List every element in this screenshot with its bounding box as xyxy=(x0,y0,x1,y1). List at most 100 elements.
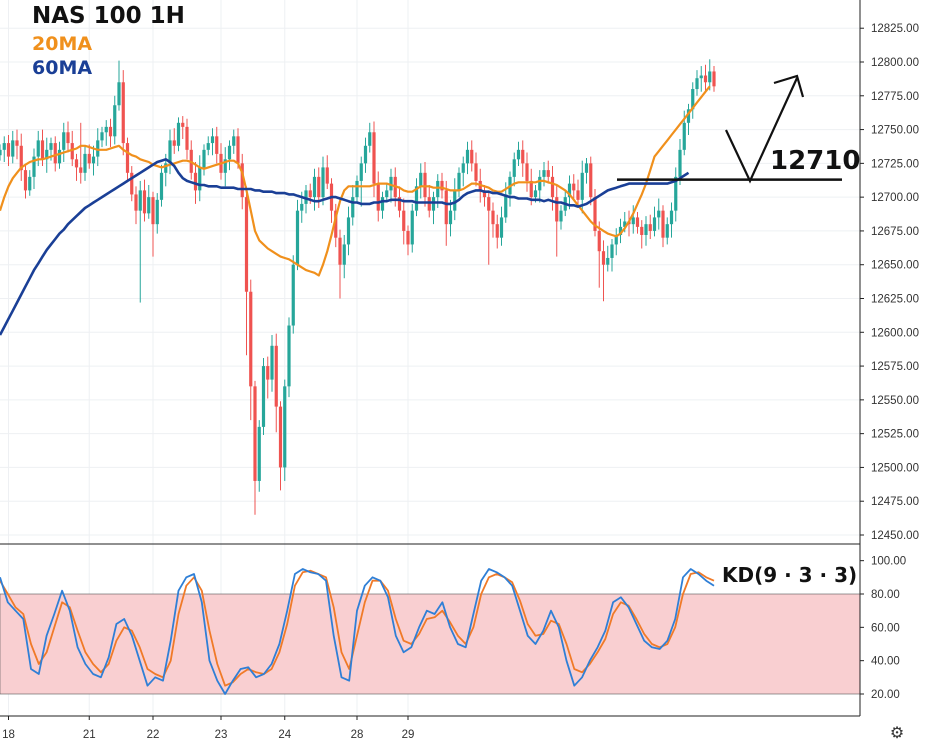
candle-body xyxy=(359,163,363,181)
candle-body xyxy=(457,172,461,191)
candle-body xyxy=(117,82,121,106)
chart-title: NAS 100 1H xyxy=(32,3,185,29)
candle-body xyxy=(512,159,516,177)
candle-body xyxy=(113,105,117,137)
candle-body xyxy=(66,132,70,144)
y-tick-label: 12750.00 xyxy=(871,125,919,137)
candle-body xyxy=(699,75,703,79)
candle-body xyxy=(436,180,440,198)
candle-body xyxy=(601,251,606,265)
y-tick-label: 12800.00 xyxy=(871,57,919,69)
candle-body xyxy=(159,172,164,200)
candle-body xyxy=(164,163,168,173)
candle-body xyxy=(644,224,648,235)
kd-indicator-label: KD(9 · 3 · 3) xyxy=(722,563,858,587)
candle-body xyxy=(669,210,674,225)
candle-body xyxy=(202,149,206,168)
candle-body xyxy=(6,143,11,157)
candle-body xyxy=(708,71,712,83)
candle-body xyxy=(682,122,686,150)
candle-body xyxy=(576,190,580,200)
candle-body xyxy=(516,149,521,160)
kd-y-tick-label: 80.00 xyxy=(871,589,900,601)
y-tick-label: 12825.00 xyxy=(871,23,919,35)
candle-body xyxy=(550,176,555,198)
candle-body xyxy=(397,197,402,211)
candle-body xyxy=(147,197,151,214)
candle-body xyxy=(168,140,172,164)
candle-body xyxy=(138,190,142,211)
candle-body xyxy=(453,190,457,211)
candle-body xyxy=(419,172,423,187)
candle-body xyxy=(346,217,351,245)
candle-body xyxy=(342,244,346,265)
candle-body xyxy=(440,180,444,191)
candle-body xyxy=(270,345,274,380)
candle-body xyxy=(402,210,406,231)
projection-arrow xyxy=(725,77,799,184)
candle-body xyxy=(40,140,45,160)
candle-body xyxy=(244,197,249,292)
candle-body xyxy=(11,140,15,157)
candle-body xyxy=(295,210,300,265)
x-tick-label: 29 xyxy=(402,729,415,741)
ma60-line xyxy=(0,158,690,336)
candle-body xyxy=(674,176,678,211)
candle-body xyxy=(368,132,372,146)
y-tick-label: 12625.00 xyxy=(871,294,919,306)
candle-body xyxy=(15,140,19,146)
candle-body xyxy=(499,217,504,238)
candle-body xyxy=(351,197,355,218)
candle-body xyxy=(91,156,96,164)
candle-body xyxy=(100,132,104,141)
candle-body xyxy=(70,143,74,160)
x-tick-label: 28 xyxy=(351,729,364,741)
candle-body xyxy=(657,210,661,218)
candle-body xyxy=(274,345,278,407)
candles xyxy=(0,59,716,515)
candle-body xyxy=(410,210,414,245)
candle-body xyxy=(253,386,257,481)
x-tick-label: 22 xyxy=(147,729,160,741)
candle-body xyxy=(474,163,478,181)
kd-y-tick-label: 20.00 xyxy=(871,689,900,701)
kd-overbought-oversold-zone xyxy=(0,593,861,695)
candle-body xyxy=(631,217,635,225)
candle-body xyxy=(538,176,542,191)
candle-body xyxy=(62,132,66,150)
kd-y-tick-label: 60.00 xyxy=(871,622,900,634)
candle-body xyxy=(691,89,695,110)
candle-body xyxy=(74,159,79,168)
candle-body xyxy=(45,149,49,160)
candle-body xyxy=(555,197,559,222)
candle-body xyxy=(334,210,338,238)
legend-ma60: 60MA xyxy=(32,57,93,79)
moving-averages xyxy=(0,85,711,336)
legend-ma20: 20MA xyxy=(32,33,93,55)
candle-body xyxy=(87,153,91,164)
y-tick-label: 12775.00 xyxy=(871,91,919,103)
candle-body xyxy=(28,176,32,191)
candle-body xyxy=(580,172,584,200)
candle-body xyxy=(249,291,253,387)
candle-body xyxy=(36,140,40,157)
candle-body xyxy=(2,143,6,150)
y-tick-label: 12650.00 xyxy=(871,260,919,272)
candle-body xyxy=(661,210,665,238)
candle-body xyxy=(363,145,368,164)
candle-body xyxy=(142,190,147,214)
candle-body xyxy=(227,145,232,160)
candle-body xyxy=(559,210,563,222)
y-tick-label: 12550.00 xyxy=(871,395,919,407)
candle-body xyxy=(121,82,125,144)
gear-icon[interactable]: ⚙ xyxy=(889,725,905,742)
y-tick-label: 12700.00 xyxy=(871,192,919,204)
candle-body xyxy=(257,426,261,481)
candle-body xyxy=(287,325,291,387)
candle-body xyxy=(125,143,130,173)
candle-body xyxy=(312,176,317,198)
candle-body xyxy=(172,140,176,146)
candle-body xyxy=(215,136,219,154)
candle-body xyxy=(686,109,691,123)
x-tick-label: 21 xyxy=(83,729,96,741)
